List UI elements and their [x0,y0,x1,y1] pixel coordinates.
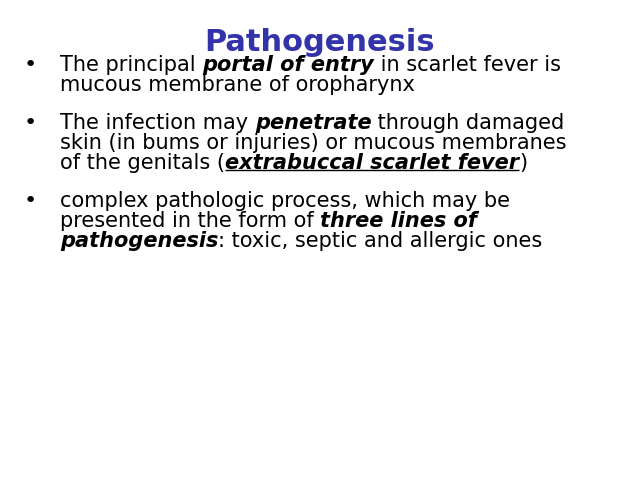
Text: ): ) [519,153,527,173]
Text: extrabuccal scarlet fever: extrabuccal scarlet fever [225,153,519,173]
Text: skin (in bums or injuries) or mucous membranes: skin (in bums or injuries) or mucous mem… [60,133,566,153]
Text: through damaged: through damaged [371,113,564,133]
Text: pathogenesis: pathogenesis [60,231,218,251]
Text: presented in the form of: presented in the form of [60,211,321,231]
Text: in scarlet fever is: in scarlet fever is [374,55,561,75]
Text: portal of entry: portal of entry [202,55,374,75]
Text: mucous membrane of oropharynx: mucous membrane of oropharynx [60,75,415,95]
Text: Pathogenesis: Pathogenesis [205,28,435,57]
Text: •: • [24,55,36,75]
Text: The infection may: The infection may [60,113,255,133]
Text: •: • [24,191,36,211]
Text: The principal: The principal [60,55,202,75]
Text: •: • [24,113,36,133]
Text: of the genitals (: of the genitals ( [60,153,225,173]
Text: : toxic, septic and allergic ones: : toxic, septic and allergic ones [218,231,543,251]
Text: complex pathologic process, which may be: complex pathologic process, which may be [60,191,510,211]
Text: three lines of: three lines of [321,211,477,231]
Text: penetrate: penetrate [255,113,371,133]
